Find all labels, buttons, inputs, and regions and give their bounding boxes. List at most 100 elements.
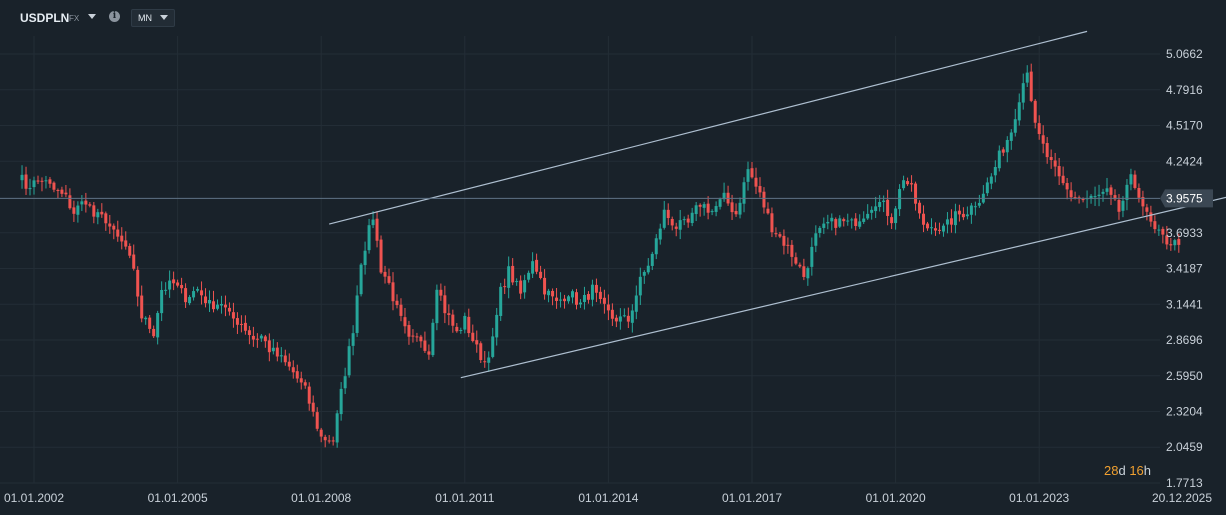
- candle-body: [156, 313, 160, 338]
- symbol-dropdown-icon[interactable]: [88, 14, 96, 19]
- candle-body: [662, 209, 666, 228]
- candle-body: [738, 202, 742, 215]
- trendline[interactable]: [460, 185, 1226, 379]
- candle-body: [431, 322, 435, 356]
- candle-body: [686, 218, 690, 223]
- countdown-days-unit: d: [1118, 463, 1126, 478]
- candle-body: [830, 217, 834, 222]
- candle-body: [455, 326, 459, 332]
- candle-body: [40, 180, 44, 182]
- candle-body: [678, 220, 682, 230]
- candle-body: [598, 291, 602, 300]
- candle-body: [192, 291, 196, 298]
- candle-body: [818, 227, 822, 233]
- candle-body: [487, 357, 491, 363]
- candle-body: [842, 219, 846, 222]
- candle-body: [543, 277, 547, 295]
- candle-body: [969, 205, 973, 215]
- candle-body: [1033, 100, 1037, 123]
- candle-body: [1029, 71, 1033, 101]
- candle-body: [918, 202, 922, 214]
- candle-body: [1145, 207, 1149, 212]
- candle-body: [1137, 187, 1141, 198]
- candle-body: [571, 291, 574, 298]
- candle-body: [802, 266, 806, 277]
- current-price-label: 3.9575: [1166, 191, 1203, 205]
- candle-body: [72, 207, 76, 214]
- candle-body: [670, 218, 674, 226]
- candle-body: [618, 316, 622, 322]
- x-tick-label: 01.01.2005: [148, 491, 208, 505]
- candle-body: [259, 335, 263, 339]
- candle-body: [1149, 212, 1153, 222]
- candle-body: [315, 412, 319, 429]
- candle-body: [1113, 195, 1117, 200]
- candle-body: [463, 315, 467, 330]
- candle-body: [28, 188, 32, 190]
- candle-body: [212, 301, 215, 310]
- candle-body: [914, 183, 918, 204]
- y-tick-label: 2.5950: [1166, 369, 1203, 383]
- candle-body: [1097, 194, 1101, 196]
- candle-body: [993, 167, 997, 176]
- candle-body: [1041, 135, 1045, 144]
- candle-body: [614, 317, 618, 322]
- candle-body: [766, 208, 770, 214]
- candle-body: [746, 169, 750, 182]
- candle-body: [937, 229, 941, 231]
- candle-body: [606, 304, 610, 311]
- candle-body: [778, 234, 782, 237]
- candle-body: [806, 268, 810, 279]
- candle-body: [1045, 143, 1049, 158]
- candle-body: [750, 168, 754, 178]
- candle-body: [251, 335, 255, 340]
- candle-body: [200, 290, 204, 296]
- y-tick-label: 2.3204: [1166, 405, 1203, 419]
- candle-body: [902, 180, 906, 189]
- candle-body: [547, 290, 551, 296]
- candle-body: [299, 378, 303, 383]
- y-tick-label: 3.6933: [1166, 226, 1203, 240]
- candle-body: [555, 297, 559, 301]
- candle-body: [491, 336, 495, 357]
- candle-body: [1121, 200, 1125, 211]
- candle-body: [1105, 188, 1109, 192]
- candle-body: [1161, 228, 1165, 235]
- candle-body: [910, 183, 914, 185]
- info-icon[interactable]: i: [109, 11, 120, 22]
- chart-toolbar: USDPLN FX i MN: [0, 0, 1226, 36]
- candle-body: [1009, 132, 1013, 141]
- candle-body: [204, 296, 208, 304]
- candle-body: [208, 300, 212, 304]
- candle-body: [866, 213, 870, 219]
- candle-body: [654, 238, 658, 255]
- candle-body: [574, 292, 578, 305]
- candle-body: [32, 180, 36, 188]
- candle-body: [973, 206, 977, 208]
- candle-body: [215, 304, 219, 309]
- candle-body: [379, 239, 383, 273]
- candle-body: [694, 205, 698, 215]
- candle-body: [168, 280, 172, 290]
- candle-body: [961, 213, 965, 218]
- candle-body: [590, 284, 594, 300]
- timeframe-select[interactable]: MN: [131, 9, 175, 27]
- candle-body: [527, 272, 531, 280]
- candle-body: [933, 228, 937, 231]
- candle-body: [303, 382, 307, 386]
- candle-body: [48, 179, 52, 184]
- candle-body: [443, 295, 447, 314]
- candle-body: [367, 225, 371, 251]
- candle-body: [363, 250, 367, 266]
- candle-body: [271, 347, 275, 352]
- x-tick-label: 01.01.2023: [1009, 491, 1069, 505]
- symbol-label[interactable]: USDPLN: [20, 11, 70, 25]
- candle-body: [447, 313, 451, 315]
- candle-body: [395, 300, 399, 306]
- y-tick-label: 4.5170: [1166, 119, 1203, 133]
- candle-body: [100, 211, 104, 215]
- candle-body: [68, 195, 72, 209]
- candle-body: [646, 265, 650, 273]
- trendline[interactable]: [329, 30, 1088, 225]
